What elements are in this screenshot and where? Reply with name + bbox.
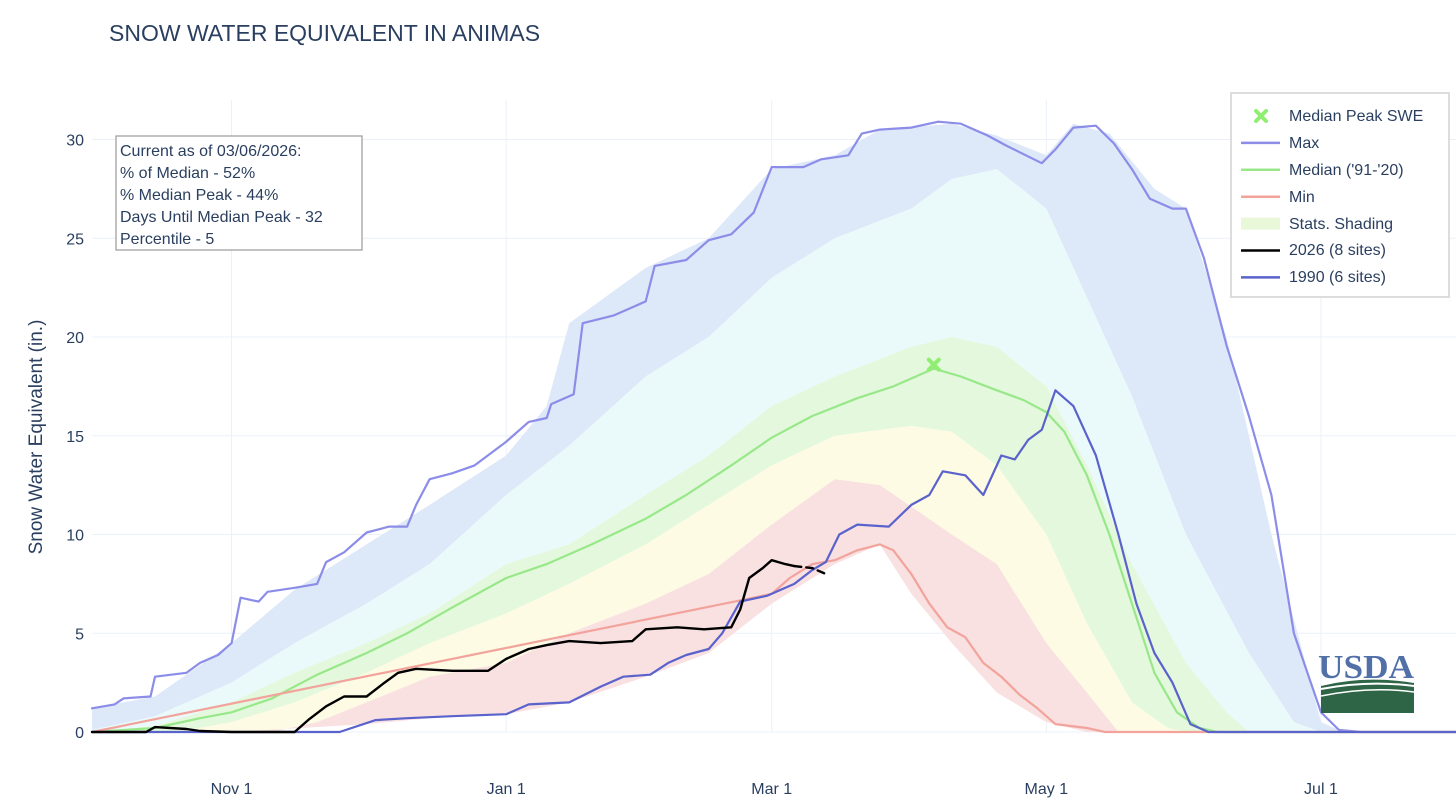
legend-symbol <box>1254 109 1268 123</box>
legend-label-2026: 2026 (8 sites) <box>1289 242 1386 259</box>
y-tick-label: 15 <box>66 429 84 446</box>
series-line <box>90 559 796 734</box>
legend[interactable]: Median Peak SWE Max Median ('91-'20) Min… <box>1230 92 1450 298</box>
legend-label-median: Median ('91-'20) <box>1289 162 1404 179</box>
x-tick-label: Jan 1 <box>487 781 526 798</box>
legend-symbols <box>1241 109 1280 279</box>
annotation-line: Days Until Median Peak - 32 <box>120 209 323 226</box>
x-tick-label: Jul 1 <box>1304 781 1338 798</box>
axis-ticks: 0 5 10 15 20 25 30 Nov 1 Jan 1 Mar 1 May 1 Jul 1 <box>66 133 1338 799</box>
median-peak-marker <box>926 357 941 372</box>
series-line <box>90 367 1456 734</box>
current-stats-annotation: Current as of 03/06/2026: % of Median - … <box>115 135 363 251</box>
legend-label-max: Max <box>1289 135 1319 152</box>
annotation-line: % of Median - 52% <box>120 165 255 182</box>
x-tick-label: May 1 <box>1025 781 1069 798</box>
series-lines <box>90 120 1456 734</box>
median-peak-markers <box>926 357 941 372</box>
series-line <box>90 120 1456 734</box>
legend-label-min: Min <box>1289 189 1315 206</box>
y-tick-label: 5 <box>75 626 84 643</box>
series-line <box>793 564 827 576</box>
usda-logo: USDA <box>1318 649 1414 713</box>
y-tick-label: 0 <box>75 725 84 742</box>
legend-label-median-peak: Median Peak SWE <box>1289 108 1423 125</box>
shading-band <box>92 337 1456 732</box>
stats-shading <box>92 123 1456 733</box>
y-tick-label: 10 <box>66 528 84 545</box>
series-line <box>90 543 1456 734</box>
annotation-line: Current as of 03/06/2026: <box>120 143 301 160</box>
chart-title: SNOW WATER EQUIVALENT IN ANIMAS <box>109 20 540 46</box>
legend-label-shading: Stats. Shading <box>1289 216 1393 233</box>
y-tick-label: 30 <box>66 133 84 150</box>
legend-label-1990: 1990 (6 sites) <box>1289 269 1386 286</box>
series-line <box>90 389 1456 734</box>
shading-band <box>92 169 1456 733</box>
x-tick-label: Nov 1 <box>211 781 253 798</box>
shading-band <box>92 425 1456 732</box>
annotation-line: % Median Peak - 44% <box>120 187 278 204</box>
annotation-line: Percentile - 5 <box>120 231 214 248</box>
legend-symbol <box>1241 217 1280 230</box>
shading-band <box>92 479 1456 732</box>
y-tick-label: 20 <box>66 330 84 347</box>
x-tick-label: Mar 1 <box>751 781 792 798</box>
shading-band <box>92 123 1456 732</box>
y-axis-label: Snow Water Equivalent (in.) <box>26 320 47 555</box>
y-tick-label: 25 <box>66 231 84 248</box>
